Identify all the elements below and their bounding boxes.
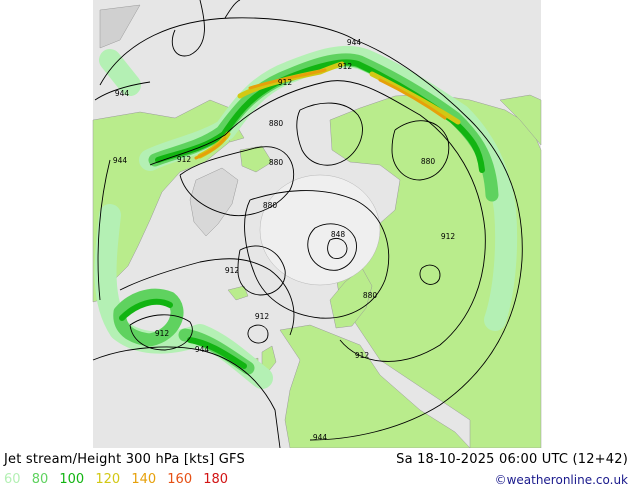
jet-stream-140kt	[194, 68, 447, 160]
speed-legend: 60 80 100 120 140 160 180	[4, 471, 235, 489]
contour-label: 912	[441, 232, 456, 241]
legend-row: 60 80 100 120 140 160 180 ©weatheronline…	[0, 471, 634, 489]
contour-label: 912	[255, 312, 270, 321]
arctic-ocean	[259, 174, 381, 286]
title-row: Jet stream/Height 300 hPa [kts] GFS Sa 1…	[0, 451, 634, 469]
contour-label: 944	[313, 433, 328, 442]
contour-label: 912	[177, 155, 192, 164]
contour-label: 912	[338, 62, 353, 71]
chart-title: Jet stream/Height 300 hPa [kts] GFS	[4, 452, 245, 467]
contour-label: 912	[155, 329, 170, 338]
legend-item: 180	[203, 472, 229, 487]
contour-label: 880	[363, 291, 378, 300]
height-contours	[92, 0, 523, 448]
credit-link[interactable]: ©weatheronline.co.uk	[494, 473, 628, 487]
contour-label: 944	[115, 89, 130, 98]
contour-label: 848	[331, 230, 346, 239]
contour-label: 912	[225, 266, 240, 275]
legend-item: 100	[59, 472, 85, 487]
contour-label: 880	[263, 201, 278, 210]
contour-label: 912	[355, 351, 370, 360]
legend-item: 120	[95, 472, 121, 487]
legend-item: 160	[167, 472, 193, 487]
contour-label: 880	[269, 158, 284, 167]
legend-item: 80	[31, 472, 49, 487]
contour-label: 880	[421, 157, 436, 166]
contour-label: 880	[269, 119, 284, 128]
valid-time: Sa 18-10-2025 06:00 UTC (12+42)	[396, 452, 628, 467]
legend-item: 140	[131, 472, 157, 487]
contour-labels: 944 944 944 944 944 912 912 912 912 912 …	[113, 38, 456, 442]
contour-label: 944	[113, 156, 128, 165]
legend-item: 60	[4, 472, 21, 487]
jetstream-map: 944 944 944 944 944 912 912 912 912 912 …	[92, 0, 542, 448]
contour-label: 944	[347, 38, 362, 47]
contour-label: 912	[278, 78, 293, 87]
contour-label: 944	[195, 345, 210, 354]
